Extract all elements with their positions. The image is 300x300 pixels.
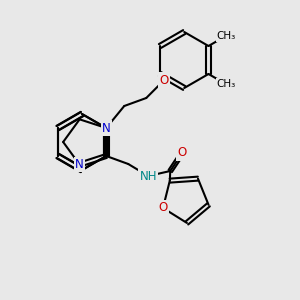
Text: CH₃: CH₃ [216,79,236,89]
Text: O: O [178,146,187,160]
Text: N: N [75,158,84,171]
Text: NH: NH [140,169,157,182]
Text: CH₃: CH₃ [216,31,236,41]
Text: O: O [160,74,169,86]
Text: O: O [158,202,168,214]
Text: N: N [102,122,111,134]
